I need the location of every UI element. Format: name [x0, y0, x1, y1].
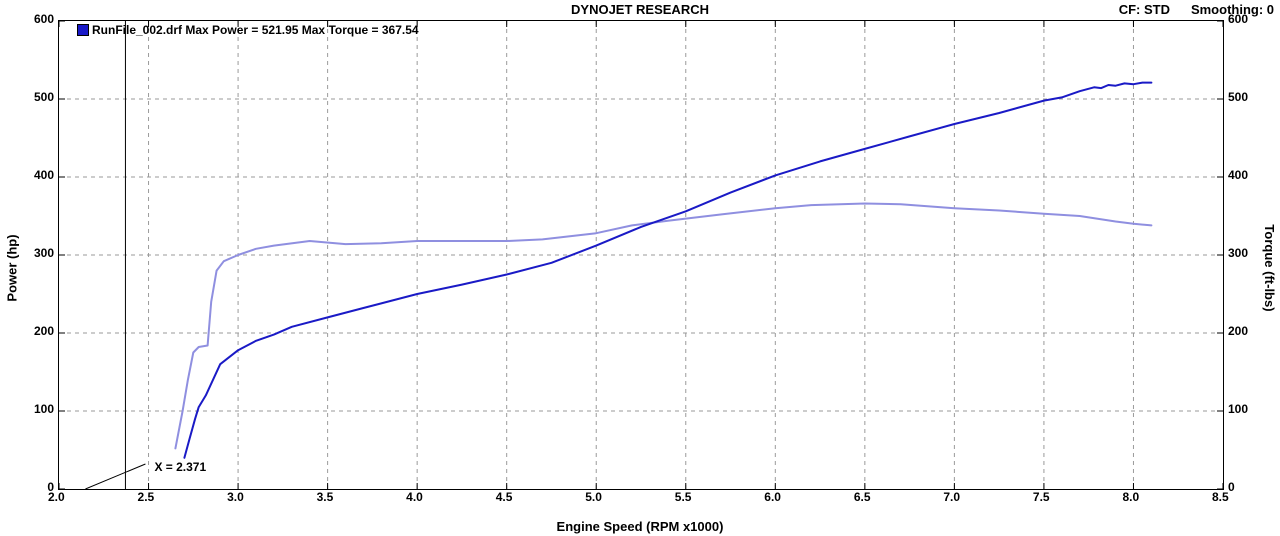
y-tick-label-right: 500: [1228, 90, 1248, 104]
x-axis-label: Engine Speed (RPM x1000): [0, 519, 1280, 534]
x-tick-label: 7.0: [943, 490, 960, 504]
y-axis-left-label: Power (hp): [5, 234, 20, 301]
y-tick-label-right: 600: [1228, 12, 1248, 26]
x-tick-label: 7.5: [1033, 490, 1050, 504]
x-tick-label: 4.5: [496, 490, 513, 504]
plot-svg: [59, 21, 1223, 489]
y-axis-right-label: Torque (ft-lbs): [1262, 224, 1277, 311]
y-tick-label-right: 0: [1228, 480, 1235, 494]
chart-title: DYNOJET RESEARCH: [0, 2, 1280, 17]
y-tick-label-left: 500: [34, 90, 54, 104]
x-tick-label: 3.0: [227, 490, 244, 504]
x-tick-label: 6.0: [764, 490, 781, 504]
cf-label: CF: STD: [1119, 2, 1170, 17]
x-tick-label: 4.0: [406, 490, 423, 504]
plot-area[interactable]: RunFile_002.drf Max Power = 521.95 Max T…: [58, 20, 1224, 490]
x-tick-label: 5.0: [585, 490, 602, 504]
y-tick-label-left: 600: [34, 12, 54, 26]
dyno-chart-container: DYNOJET RESEARCH CF: STD Smoothing: 0 Po…: [0, 0, 1280, 536]
y-tick-label-right: 400: [1228, 168, 1248, 182]
y-tick-label-left: 200: [34, 324, 54, 338]
x-tick-label: 5.5: [675, 490, 692, 504]
y-tick-label-left: 300: [34, 246, 54, 260]
y-tick-label-left: 400: [34, 168, 54, 182]
x-tick-label: 6.5: [854, 490, 871, 504]
y-tick-label-left: 100: [34, 402, 54, 416]
legend: RunFile_002.drf Max Power = 521.95 Max T…: [77, 23, 419, 37]
x-tick-label: 2.5: [138, 490, 155, 504]
y-tick-label-right: 300: [1228, 246, 1248, 260]
x-tick-label: 3.5: [317, 490, 334, 504]
y-tick-label-left: 0: [47, 480, 54, 494]
y-tick-label-right: 100: [1228, 402, 1248, 416]
legend-swatch: [77, 24, 89, 36]
y-tick-label-right: 200: [1228, 324, 1248, 338]
cursor-label: X = 2.371: [154, 460, 206, 474]
legend-text: RunFile_002.drf Max Power = 521.95 Max T…: [92, 23, 419, 37]
x-tick-label: 8.5: [1212, 490, 1229, 504]
x-tick-label: 8.0: [1122, 490, 1139, 504]
